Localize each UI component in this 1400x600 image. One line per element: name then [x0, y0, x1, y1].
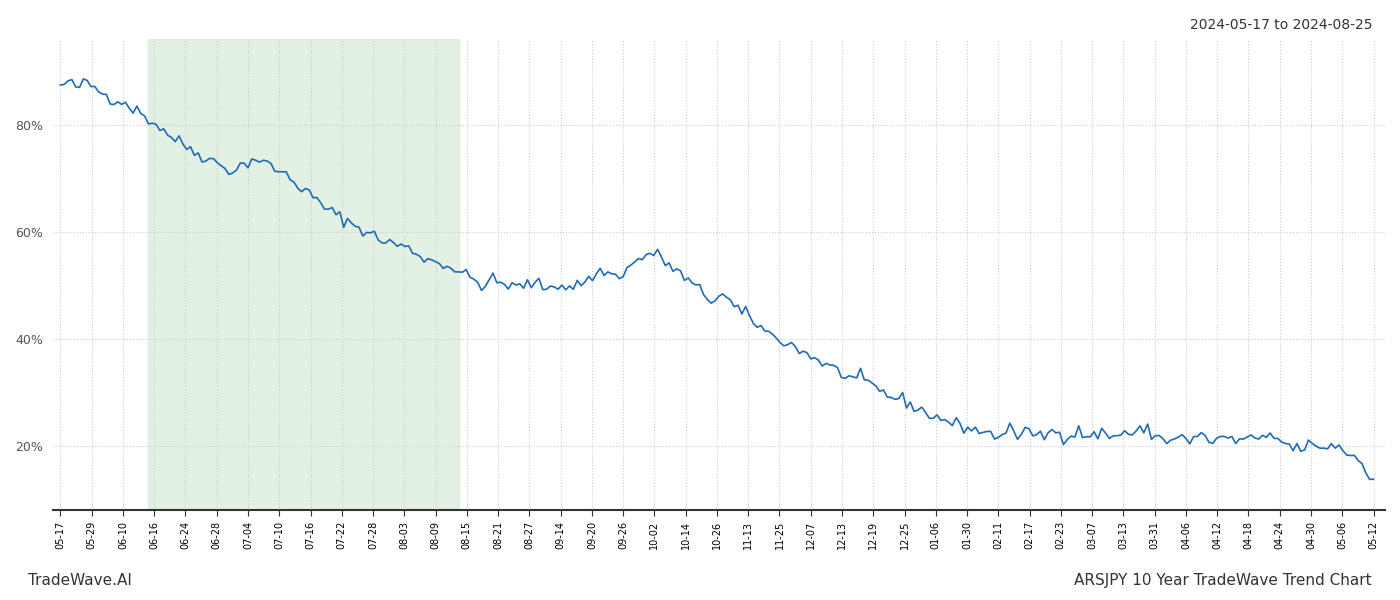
Text: 2024-05-17 to 2024-08-25: 2024-05-17 to 2024-08-25: [1190, 18, 1372, 32]
Bar: [148, 39, 459, 510]
Text: ARSJPY 10 Year TradeWave Trend Chart: ARSJPY 10 Year TradeWave Trend Chart: [1074, 573, 1372, 588]
Text: TradeWave.AI: TradeWave.AI: [28, 573, 132, 588]
